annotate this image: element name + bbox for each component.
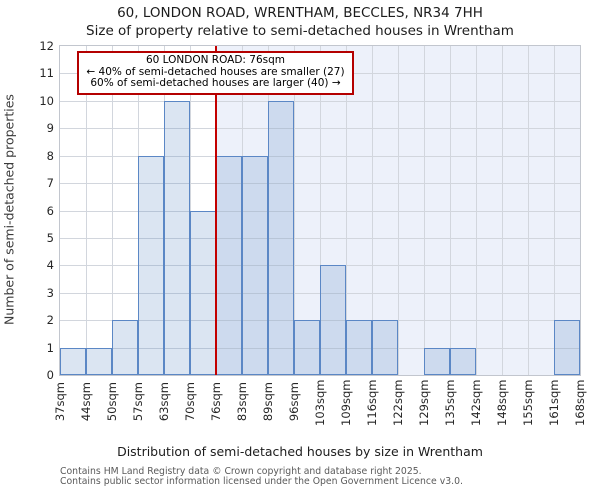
- x-axis-label: Distribution of semi-detached houses by …: [117, 444, 483, 459]
- annotation-box: 60 LONDON ROAD: 76sqm ← 40% of semi-deta…: [77, 51, 354, 95]
- y-tick-label: 1: [46, 340, 54, 355]
- y-tick-label: 5: [46, 230, 54, 245]
- x-tick-label: 161sqm: [547, 379, 561, 426]
- gridline-vertical: [112, 46, 113, 375]
- x-tick-label: 37sqm: [53, 382, 67, 422]
- x-tick-label: 155sqm: [521, 379, 535, 426]
- x-tick-label: 135sqm: [443, 379, 457, 426]
- y-tick-label: 7: [46, 176, 54, 191]
- gridline-vertical: [450, 46, 451, 375]
- histogram-bar: [60, 347, 86, 375]
- histogram-bar: [450, 347, 476, 375]
- x-tick-label: 129sqm: [417, 379, 431, 426]
- y-tick-label: 0: [46, 368, 54, 382]
- marker-line-76sqm: [215, 46, 217, 375]
- y-tick-label: 4: [46, 258, 54, 273]
- histogram-bar: [346, 320, 372, 375]
- histogram-bar: [138, 155, 164, 375]
- histogram-bar: [554, 320, 580, 375]
- x-tick-label: 122sqm: [391, 379, 405, 426]
- gridline-vertical: [346, 46, 347, 375]
- y-tick-label: 12: [39, 39, 54, 53]
- histogram-bar: [242, 155, 268, 375]
- gridline-vertical: [476, 46, 477, 375]
- x-tick-label: 50sqm: [105, 382, 119, 422]
- histogram-bar: [86, 347, 112, 375]
- y-tick-label: 2: [46, 313, 54, 328]
- histogram-bar: [216, 155, 242, 375]
- plot-area: 60 LONDON ROAD: 76sqm ← 40% of semi-deta…: [59, 45, 581, 376]
- gridline-vertical: [320, 46, 321, 375]
- x-tick-label: 103sqm: [313, 379, 327, 426]
- y-tick-label: 3: [46, 285, 54, 300]
- y-tick-label: 10: [39, 93, 54, 108]
- y-tick-label: 8: [46, 148, 54, 163]
- histogram-bar: [294, 320, 320, 375]
- gridline-vertical: [86, 46, 87, 375]
- histogram-bar: [164, 100, 190, 375]
- x-tick-label: 76sqm: [209, 382, 223, 422]
- x-tick-label: 44sqm: [79, 382, 93, 422]
- gridline-vertical: [554, 46, 555, 375]
- x-tick-label: 116sqm: [365, 379, 379, 426]
- x-tick-label: 89sqm: [261, 382, 275, 422]
- x-tick-label: 109sqm: [339, 379, 353, 426]
- x-tick-label: 70sqm: [183, 382, 197, 422]
- gridline-vertical: [398, 46, 399, 375]
- gridline-vertical: [424, 46, 425, 375]
- x-tick-label: 168sqm: [573, 379, 587, 426]
- y-tick-label: 11: [39, 66, 54, 81]
- x-tick-label: 83sqm: [235, 382, 249, 422]
- y-axis-label: Number of semi-detached properties: [1, 94, 17, 325]
- chart-subtitle: Size of property relative to semi-detach…: [86, 23, 514, 39]
- gridline-vertical: [294, 46, 295, 375]
- x-tick-label: 96sqm: [287, 382, 301, 422]
- x-tick-label: 57sqm: [131, 382, 145, 422]
- footer-attribution-2: Contains public sector information licen…: [60, 476, 463, 487]
- y-tick-label: 6: [46, 203, 54, 218]
- x-tick-label: 63sqm: [157, 382, 171, 422]
- histogram-bar: [320, 265, 346, 375]
- annotation-property-size: 60 LONDON ROAD: 76sqm: [145, 54, 286, 66]
- footer-attribution-1: Contains HM Land Registry data © Crown c…: [60, 466, 422, 477]
- histogram-bar: [372, 320, 398, 375]
- histogram-bar: [112, 320, 138, 375]
- annotation-larger-pct: 60% of semi-detached houses are larger (…: [90, 77, 341, 90]
- x-tick-label: 142sqm: [469, 379, 483, 426]
- histogram-bar: [268, 100, 294, 375]
- histogram-bar: [190, 210, 216, 375]
- histogram-bar: [424, 347, 450, 375]
- annotation-smaller-pct: ← 40% of semi-detached houses are smalle…: [86, 65, 345, 78]
- gridline-vertical: [528, 46, 529, 375]
- gridline-vertical: [502, 46, 503, 375]
- y-tick-label: 9: [46, 121, 54, 136]
- gridline-vertical: [372, 46, 373, 375]
- x-tick-label: 148sqm: [495, 379, 509, 426]
- chart-title: 60, LONDON ROAD, WRENTHAM, BECCLES, NR34…: [117, 5, 483, 21]
